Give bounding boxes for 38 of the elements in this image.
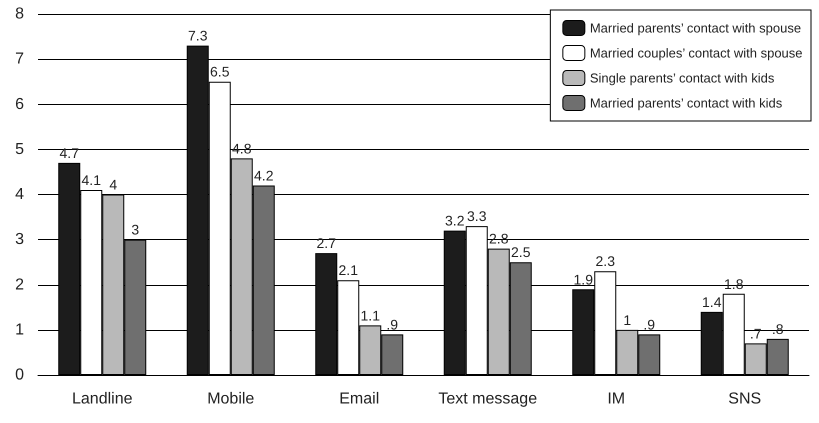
y-tick-label: 8: [15, 6, 24, 22]
y-tick-label: 0: [15, 366, 24, 384]
data-label: 1: [623, 312, 632, 328]
data-label: 3.2: [445, 212, 465, 229]
data-label: 1.1: [360, 307, 380, 324]
x-tick-label: Email: [339, 390, 380, 408]
data-label: 2.7: [316, 235, 336, 252]
data-label: 1.9: [574, 271, 594, 288]
y-tick-label: 7: [15, 50, 24, 68]
data-label: 4.7: [60, 144, 80, 161]
x-tick-label: Text message: [438, 390, 538, 408]
data-label: 3.3: [467, 208, 487, 224]
legend-label: Married couples’ contact with spouse: [590, 46, 803, 60]
data-label: 6.5: [210, 64, 230, 80]
data-label: 2.5: [511, 244, 531, 260]
data-label: 3: [131, 222, 140, 238]
data-label: 2.1: [338, 262, 358, 278]
x-tick-label: Mobile: [207, 390, 254, 408]
legend-label: Married parents’ contact with kids: [590, 96, 783, 110]
x-tick-label: IM: [607, 390, 626, 408]
x-tick-label: SNS: [728, 390, 762, 408]
data-label: 4: [109, 176, 118, 192]
y-tick-label: 2: [15, 276, 24, 294]
y-tick-label: 5: [15, 140, 24, 158]
data-label: 7.3: [188, 28, 208, 44]
y-tick-label: 3: [15, 231, 24, 248]
y-tick-label: 4: [15, 186, 24, 203]
data-label: 4.1: [82, 172, 102, 188]
data-label: .9: [643, 316, 656, 332]
data-label: 1.4: [702, 294, 722, 310]
y-tick-label: 1: [15, 321, 24, 338]
legend-label: Single parents’ contact with kids: [590, 70, 775, 86]
data-label: .9: [386, 316, 398, 332]
data-label: 4.2: [254, 167, 274, 184]
y-tick-label: 6: [15, 96, 24, 113]
legend-label: Married parents’ contact with spouse: [590, 20, 802, 36]
x-tick-label: Landline: [72, 390, 133, 408]
data-label: 2.3: [596, 253, 616, 270]
